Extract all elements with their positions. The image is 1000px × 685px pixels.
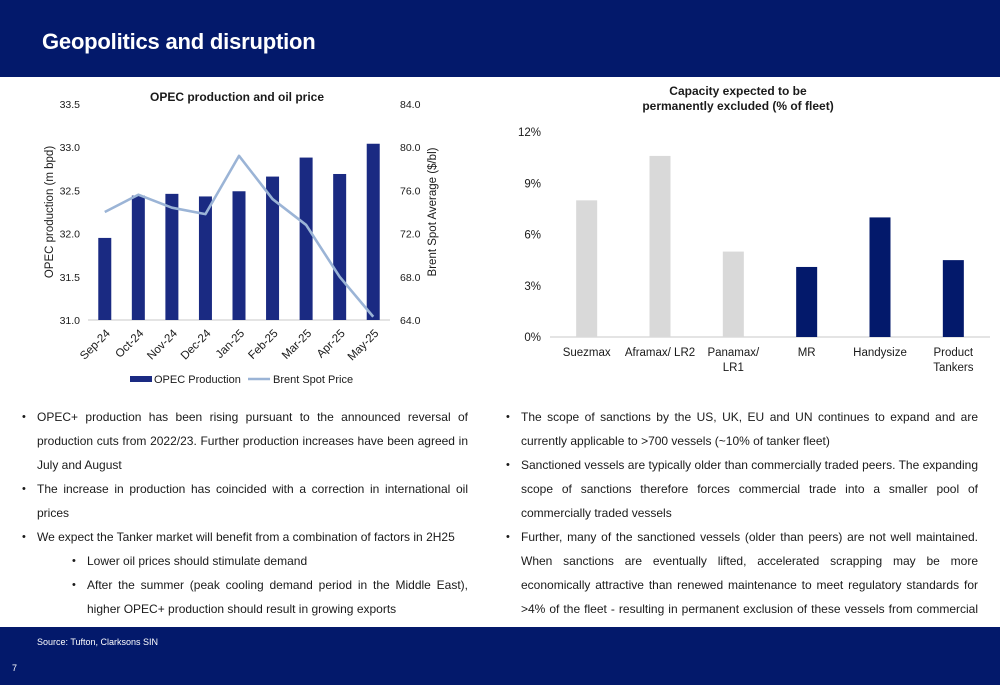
chart1-legend-label: Brent Spot Price: [273, 374, 353, 386]
chart1-y2tick-label: 80.0: [400, 142, 421, 154]
chart2-ytick-label: 12%: [518, 127, 541, 139]
chart2-title: Capacity expected to be: [669, 84, 807, 98]
chart1-legend-label: OPEC Production: [154, 374, 241, 386]
chart1-ytick-label: 32.5: [60, 185, 81, 197]
chart2-xtick-label: Tankers: [933, 362, 974, 374]
chart1-ytick-label: 33.5: [60, 99, 81, 111]
chart2-bar: [722, 251, 744, 337]
chart1-y2tick-label: 64.0: [400, 315, 421, 327]
page-title: Geopolitics and disruption: [42, 29, 316, 54]
chart1-legend-swatch-bar: [130, 376, 152, 382]
right-bullet-list: The scope of sanctions by the US, UK, EU…: [506, 405, 978, 645]
chart2-xtick-label: LR1: [723, 362, 744, 374]
chart1-ytick-label: 32.0: [60, 229, 81, 241]
chart1-xtick-label: Dec-24: [179, 327, 214, 362]
chart1-line-brent: [104, 154, 375, 318]
chart2-title: permanently excluded (% of fleet): [642, 99, 833, 113]
chart1-bar-opec-production: [198, 196, 212, 320]
chart1-xtick-label: Sep-24: [78, 327, 113, 362]
chart1-y2tick-label: 84.0: [400, 99, 421, 111]
chart1-xtick-label: Oct-24: [114, 327, 147, 360]
bullet-item: Sanctioned vessels are typically older t…: [506, 453, 978, 525]
chart1-xtick-label: Jan-25: [214, 328, 247, 361]
footer-bar: Source: Tufton, Clarksons SIN 7: [0, 627, 1000, 685]
chart1-bar-opec-production: [165, 193, 179, 320]
chart1-xtick-label: May-25: [346, 328, 382, 364]
chart2-bar: [869, 217, 891, 337]
chart2-ytick-label: 0%: [524, 332, 541, 344]
chart2-ytick-label: 6%: [524, 230, 541, 242]
chart2-bar: [576, 200, 598, 337]
chart2-xtick-label: Suezmax: [563, 347, 611, 359]
chart2-xtick-label: Aframax/ LR2: [625, 347, 695, 359]
chart1-bar-opec-production: [333, 173, 347, 320]
chart1-title: OPEC production and oil price: [150, 90, 324, 104]
bullet-item: Further, many of the sanctioned vessels …: [506, 525, 978, 645]
chart2-bar: [649, 155, 671, 337]
chart1-y2tick-label: 68.0: [400, 272, 421, 284]
opec-production-chart: OPEC production and oil price 33.5 33.0 32.…: [44, 90, 439, 386]
chart1-bar-opec-production: [131, 195, 145, 320]
chart2-ytick-label: 3%: [524, 281, 541, 293]
chart1-ytick-label: 33.0: [60, 142, 81, 154]
chart1-ytick-label: 31.5: [60, 272, 81, 284]
chart2-xtick-label: Handysize: [853, 347, 907, 359]
page-number: 7: [12, 663, 18, 673]
chart2-bar: [796, 266, 818, 337]
chart2-xtick-label: Product: [934, 347, 974, 359]
chart1-ytick-label: 31.0: [60, 315, 81, 327]
sub-bullet-item: After the summer (peak cooling demand pe…: [72, 573, 468, 621]
chart1-ylabel: OPEC production (m bpd): [44, 146, 56, 278]
chart1-y2tick-label: 72.0: [400, 229, 421, 241]
chart1-bar-opec-production: [232, 191, 246, 320]
bullet-item: We expect the Tanker market will benefit…: [22, 525, 468, 549]
chart1-bar-opec-production: [98, 237, 112, 320]
chart2-xtick-label: Panamax/: [707, 347, 760, 359]
chart1-y2tick-label: 76.0: [400, 185, 421, 197]
chart1-y2label: Brent Spot Average ($/bl): [427, 147, 439, 276]
header-bar: Geopolitics and disruption: [0, 0, 1000, 77]
sub-bullet-item: Lower oil prices should stimulate demand: [72, 549, 468, 573]
bullet-item: The scope of sanctions by the US, UK, EU…: [506, 405, 978, 453]
chart2-xtick-label: MR: [798, 347, 816, 359]
chart2-ytick-label: 9%: [524, 178, 541, 190]
bullet-item: OPEC+ production has been rising pursuan…: [22, 405, 468, 477]
chart1-bar-opec-production: [366, 143, 380, 320]
chart1-bar-opec-production: [266, 176, 280, 320]
chart1-bar-opec-production: [299, 157, 313, 320]
chart1-xtick-label: Nov-24: [145, 327, 180, 362]
chart1-xtick-label: Mar-25: [280, 328, 314, 362]
bullet-item: The increase in production has coincided…: [22, 477, 468, 525]
source-note: Source: Tufton, Clarksons SIN: [37, 637, 159, 647]
chart1-xtick-label: Apr-25: [315, 328, 348, 361]
chart1-xtick-label: Feb-25: [246, 328, 280, 362]
chart2-bar: [942, 260, 964, 337]
